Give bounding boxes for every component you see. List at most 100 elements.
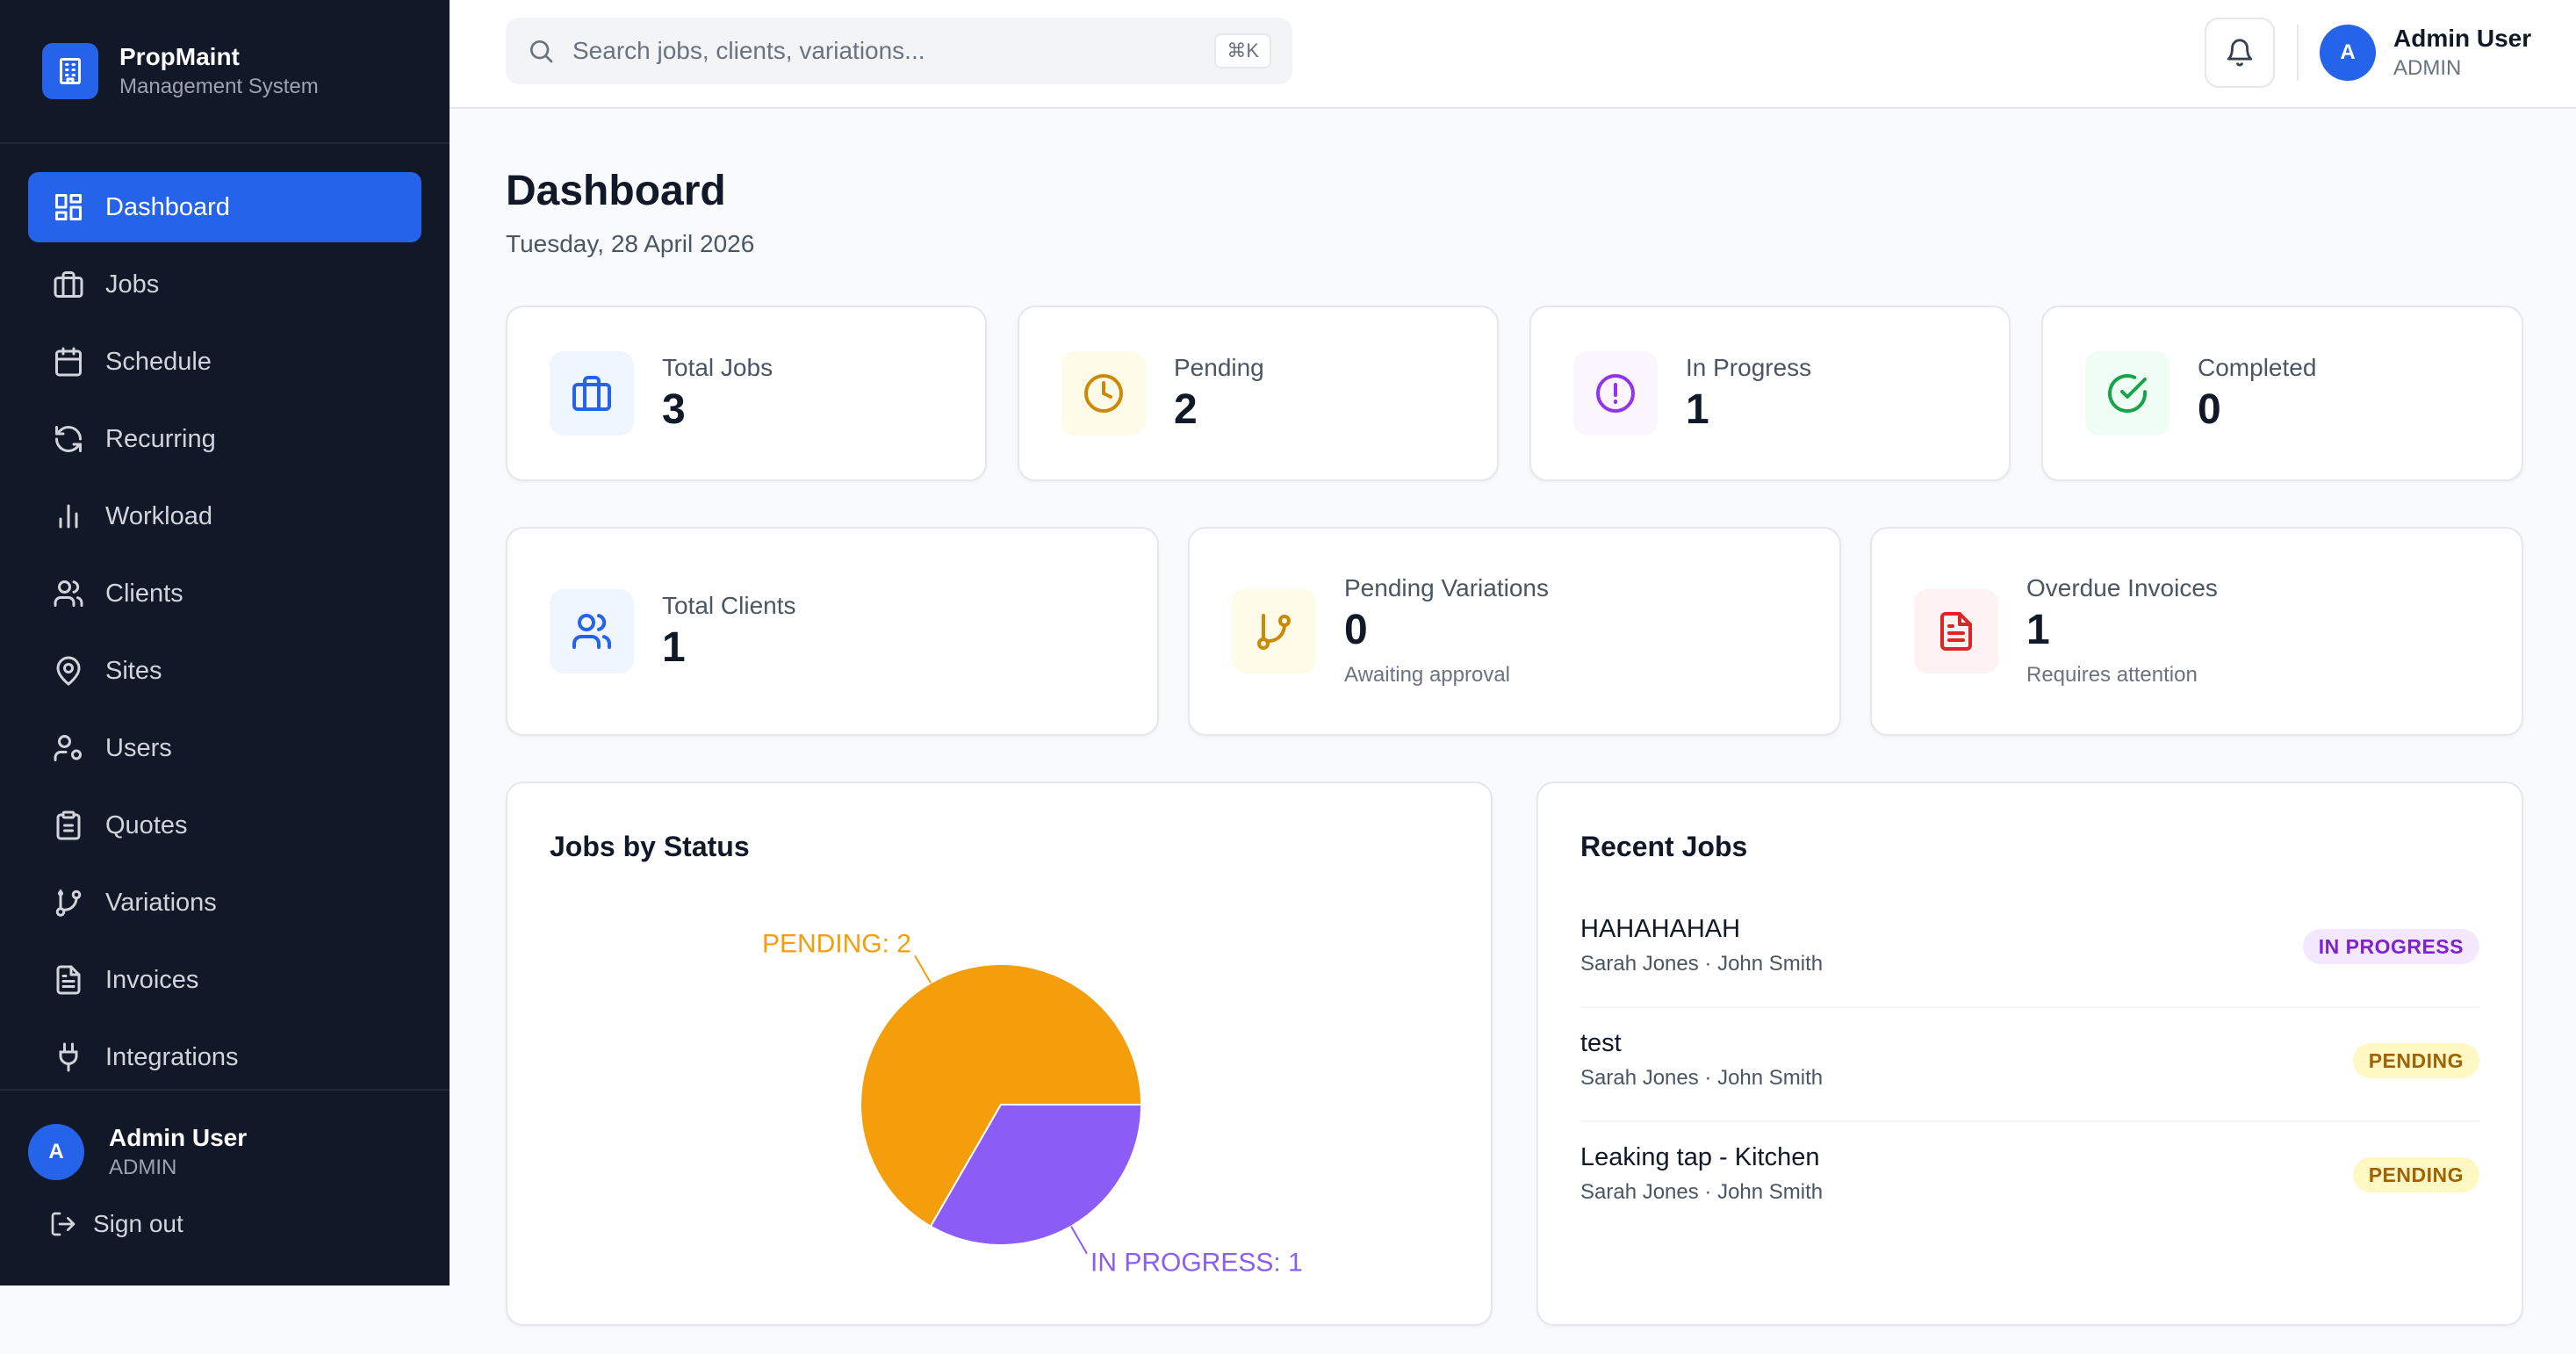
- search-bar[interactable]: ⌘K: [506, 18, 1292, 84]
- stat-value: 3: [662, 386, 686, 433]
- briefcase-icon: [550, 351, 634, 436]
- sidebar-item-sites[interactable]: Sites: [28, 636, 421, 706]
- top-bar: ⌘K A Admin User ADMIN: [450, 0, 2576, 109]
- sidebar-item-workload[interactable]: Workload: [28, 481, 421, 551]
- user-menu[interactable]: A Admin User ADMIN: [2320, 23, 2531, 83]
- sidebar-item-variations[interactable]: Variations: [28, 868, 421, 938]
- stat-label: Pending: [1174, 354, 1264, 381]
- jobs-by-status-card: Jobs by Status PENDING: 2 IN PROGRESS: 1: [506, 781, 1493, 1326]
- pie-leader-line: [914, 954, 932, 983]
- list-item[interactable]: test Sarah Jones · John Smith PENDING: [1580, 1008, 2479, 1122]
- log-out-icon: [51, 1212, 76, 1236]
- stat-card-pending[interactable]: Pending 2: [1018, 306, 1499, 481]
- sidebar-item-jobs[interactable]: Jobs: [28, 249, 421, 320]
- user-name: Admin User: [109, 1124, 248, 1151]
- user-role: ADMIN: [109, 1156, 177, 1179]
- sidebar-item-quotes[interactable]: Quotes: [28, 790, 421, 861]
- brand-name: PropMaint: [119, 43, 240, 70]
- user-name: Admin User: [2393, 25, 2532, 52]
- stat-value: 1: [2026, 607, 2050, 653]
- page-title: Dashboard: [506, 168, 726, 214]
- stat-card-overdue-invoices[interactable]: Overdue Invoices 1 Requires attention: [1870, 527, 2523, 736]
- job-meta: Sarah Jones · John Smith: [1580, 1066, 1824, 1090]
- section-title: Jobs by Status: [550, 831, 750, 862]
- stat-value: 0: [2198, 386, 2221, 433]
- plug-icon: [59, 1042, 78, 1072]
- stat-value: 0: [1344, 607, 1368, 653]
- status-badge: IN PROGRESS: [2302, 929, 2479, 964]
- search-icon: [530, 40, 553, 63]
- refresh-icon: [55, 426, 82, 452]
- list-item[interactable]: Leaking tap - Kitchen Sarah Jones · John…: [1580, 1122, 2479, 1236]
- calendar-icon: [55, 347, 82, 377]
- page-date: Tuesday, 28 April 2026: [506, 230, 755, 257]
- user-role: ADMIN: [2393, 56, 2462, 80]
- sidebar-item-label: Quotes: [105, 810, 188, 839]
- users-icon: [54, 580, 83, 607]
- sidebar-item-label: Sites: [105, 656, 162, 685]
- check-circle-icon: [2085, 351, 2169, 436]
- stat-label: Pending Variations: [1344, 574, 1549, 601]
- clock-icon: [1061, 351, 1146, 436]
- status-badge: PENDING: [2352, 1157, 2479, 1192]
- recent-jobs-card: Recent Jobs HAHAHAHAH Sarah Jones · John…: [1536, 781, 2523, 1326]
- stat-card-in-progress[interactable]: In Progress 1: [1529, 306, 2011, 481]
- stat-card-total-jobs[interactable]: Total Jobs 3: [506, 306, 987, 481]
- building-icon: [42, 43, 98, 99]
- brand-subtitle: Management System: [119, 75, 319, 98]
- git-branch-icon: [55, 889, 82, 917]
- sidebar-item-label: Clients: [105, 579, 183, 608]
- sidebar-item-label: Recurring: [105, 424, 216, 453]
- stat-label: In Progress: [1686, 354, 1812, 381]
- stat-label: Overdue Invoices: [2026, 574, 2218, 601]
- file-text-icon: [1914, 589, 1998, 673]
- stat-label: Total Jobs: [662, 354, 774, 381]
- dashboard-icon: [55, 194, 82, 220]
- bar-chart-icon: [59, 504, 78, 529]
- sidebar-item-label: Jobs: [105, 270, 160, 299]
- sidebar-item-recurring[interactable]: Recurring: [28, 404, 421, 474]
- sidebar-item-label: Variations: [105, 888, 217, 917]
- status-badge: PENDING: [2352, 1043, 2479, 1078]
- sidebar-footer: A Admin User ADMIN Sign out: [0, 1089, 450, 1286]
- job-title: HAHAHAHAH: [1580, 915, 1741, 943]
- shortcut-hint: ⌘K: [1214, 33, 1271, 68]
- pie-chart: PENDING: 2 IN PROGRESS: 1: [762, 929, 1303, 1277]
- sidebar-item-clients[interactable]: Clients: [28, 558, 421, 629]
- search-input[interactable]: [572, 37, 1215, 65]
- stat-card-total-clients[interactable]: Total Clients 1: [506, 527, 1159, 736]
- sidebar-user[interactable]: A Admin User ADMIN: [28, 1122, 421, 1182]
- job-meta: Sarah Jones · John Smith: [1580, 952, 1824, 976]
- notifications-button[interactable]: [2205, 18, 2275, 88]
- git-branch-icon: [1232, 589, 1316, 673]
- sidebar-item-users[interactable]: Users: [28, 713, 421, 783]
- stat-value: 2: [1174, 386, 1198, 433]
- user-cog-icon: [54, 735, 82, 761]
- stat-card-pending-variations[interactable]: Pending Variations 0 Awaiting approval: [1188, 527, 1841, 736]
- file-text-icon: [56, 965, 81, 995]
- brand[interactable]: PropMaint Management System: [0, 0, 450, 144]
- sidebar-item-label: Invoices: [105, 965, 199, 994]
- bell-icon: [2227, 39, 2253, 67]
- stat-value: 1: [1686, 386, 1709, 433]
- sidebar: PropMaint Management System Dashboard Jo…: [0, 0, 450, 1286]
- sidebar-nav: Dashboard Jobs Schedule Recurring Worklo…: [0, 144, 450, 1092]
- list-item[interactable]: HAHAHAHAH Sarah Jones · John Smith IN PR…: [1580, 894, 2479, 1008]
- sidebar-item-schedule[interactable]: Schedule: [28, 327, 421, 397]
- alert-circle-icon: [1573, 351, 1658, 436]
- clipboard-icon: [56, 810, 81, 840]
- sidebar-item-integrations[interactable]: Integrations: [28, 1022, 421, 1092]
- sidebar-item-dashboard[interactable]: Dashboard: [28, 172, 421, 242]
- briefcase-icon: [54, 271, 83, 298]
- sidebar-item-label: Workload: [105, 501, 212, 530]
- stat-label: Completed: [2198, 354, 2317, 381]
- pie-leader-line: [1070, 1226, 1088, 1255]
- stat-label: Total Clients: [662, 592, 796, 619]
- avatar: A: [2320, 25, 2376, 81]
- sign-out-button[interactable]: Sign out: [28, 1210, 421, 1238]
- sidebar-item-invoices[interactable]: Invoices: [28, 945, 421, 1015]
- pie-label: PENDING: 2: [762, 929, 911, 958]
- stat-card-completed[interactable]: Completed 0: [2041, 306, 2523, 481]
- users-icon: [550, 589, 634, 673]
- pie-slice-in-progress[interactable]: [929, 1104, 1143, 1246]
